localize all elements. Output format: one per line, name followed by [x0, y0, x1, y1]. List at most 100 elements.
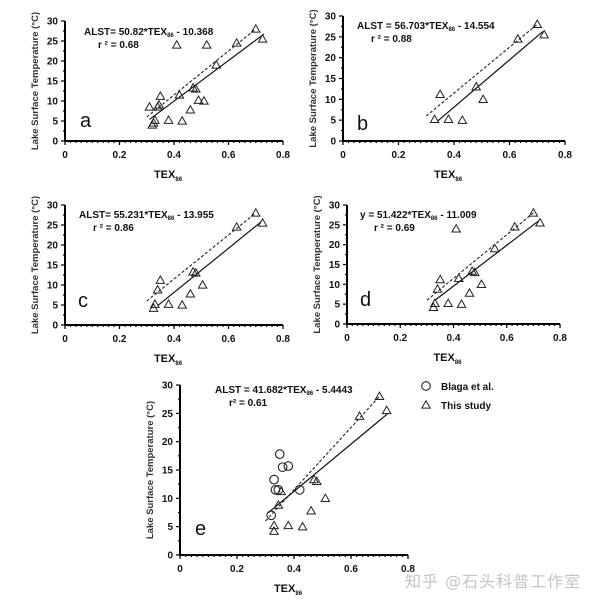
- regression-equation: ALST = 41.682*TEX86 - 5.4443: [215, 385, 353, 397]
- y-tick-label: 15: [329, 260, 341, 271]
- triangle-marker: [311, 476, 322, 485]
- chart-panel-a: 0 5 10 15 20 25 30 0 0.2 0.4 0.6 0.8 TEX86 Lake Surfa…: [30, 12, 290, 183]
- y-tick-label: 20: [47, 57, 59, 68]
- triangle-marker: [297, 521, 308, 531]
- triangle-marker: [471, 81, 482, 91]
- triangle-marker: [198, 95, 210, 105]
- x-tick-label: 0.8: [276, 334, 290, 345]
- panel-letter-b: b: [357, 113, 368, 135]
- x-tick-label: 0.6: [500, 333, 514, 344]
- triangle-marker: [509, 221, 520, 231]
- triangle-marker: [306, 505, 317, 515]
- legend-label-blaga: Blaga et al.: [441, 382, 494, 393]
- y-tick-label: 30: [47, 201, 59, 212]
- y-tick-label: 20: [329, 240, 341, 251]
- triangle-marker: [193, 94, 204, 104]
- y-tick-label: 15: [325, 74, 337, 85]
- triangle-marker: [231, 221, 242, 231]
- triangle-marker: [457, 114, 468, 124]
- triangle-marker: [435, 89, 446, 98]
- reference-line-dashed: [146, 212, 257, 302]
- reference-line-dashed: [426, 212, 534, 301]
- triangle-marker: [528, 207, 539, 217]
- triangle-marker: [171, 39, 182, 49]
- x-axis-label: TEX86: [433, 352, 462, 366]
- x-tick-label: 0.8: [553, 333, 567, 344]
- triangle-marker: [420, 399, 432, 409]
- triangle-marker: [268, 525, 280, 535]
- x-tick-label: 0.8: [558, 150, 572, 161]
- y-tick-label: 5: [167, 522, 173, 533]
- regression-line: [157, 221, 262, 307]
- y-tick-label: 30: [325, 12, 337, 23]
- triangle-marker: [201, 39, 212, 49]
- y-tick-label: 10: [47, 97, 59, 108]
- y-tick-label: 5: [330, 116, 336, 127]
- panel-letter-c: c: [78, 290, 88, 312]
- triangle-marker: [453, 273, 464, 283]
- x-tick-label: 0.2: [230, 564, 244, 575]
- x-tick-label: 0.6: [222, 150, 236, 161]
- triangle-marker: [211, 59, 222, 69]
- circle-marker: [294, 484, 305, 495]
- reference-line-dashed: [425, 23, 538, 117]
- triangle-marker: [250, 207, 261, 217]
- regression-line: [267, 412, 389, 514]
- triangle-marker: [443, 114, 454, 123]
- triangle-marker: [320, 493, 331, 502]
- triangle-marker: [188, 266, 199, 276]
- y-tick-label: 0: [52, 137, 58, 148]
- triangle-marker: [432, 283, 443, 293]
- y-tick-label: 30: [329, 201, 341, 212]
- x-tick-label: 0: [62, 334, 68, 345]
- triangle-marker: [257, 217, 268, 227]
- triangle-marker: [456, 298, 467, 308]
- reference-line-dashed: [265, 395, 380, 522]
- triangle-marker: [155, 274, 166, 284]
- y-tick-label: 30: [47, 17, 59, 28]
- y-tick-label: 0: [330, 137, 336, 148]
- y-axis-label: Lake Surface Temperature (°C): [312, 195, 323, 333]
- x-tick-label: 0.4: [447, 333, 461, 344]
- regression-line: [436, 31, 544, 122]
- x-tick-label: 0.8: [401, 564, 415, 575]
- y-tick-label: 30: [162, 381, 174, 392]
- y-tick-label: 20: [162, 437, 174, 448]
- triangle-marker: [464, 287, 475, 297]
- y-axis-label: Lake Surface Temperature (°C): [30, 196, 41, 334]
- triangle-marker: [177, 115, 188, 125]
- triangle-marker: [231, 37, 242, 47]
- triangle-marker: [435, 274, 446, 284]
- chart-panel-d: 0 5 10 15 20 25 30 0 0.2 0.4 0.6 0.8 TEX86 Lake Surfa…: [312, 195, 567, 366]
- y-tick-label: 5: [334, 300, 340, 311]
- r-squared-label: r ² = 0.69: [374, 223, 415, 234]
- triangle-marker: [185, 104, 196, 114]
- triangle-marker: [489, 243, 500, 253]
- triangle-marker: [539, 29, 550, 39]
- triangle-marker: [152, 284, 163, 294]
- triangle-marker: [451, 223, 462, 233]
- y-tick-label: 25: [162, 409, 174, 420]
- triangle-marker: [283, 520, 294, 530]
- y-tick-label: 25: [47, 37, 59, 48]
- x-tick-label: 0.6: [222, 334, 236, 345]
- y-tick-label: 10: [329, 280, 341, 291]
- x-tick-label: 0: [340, 150, 346, 161]
- chart-panel-b: 0 5 10 15 20 25 30 0 0.2 0.4 0.6 0.8 TEX86 Lake Surfa…: [308, 9, 572, 183]
- x-tick-label: 0.8: [276, 150, 290, 161]
- x-tick-label: 0.6: [344, 564, 358, 575]
- x-tick-label: 0.4: [167, 150, 181, 161]
- y-tick-label: 15: [162, 466, 174, 477]
- y-tick-label: 0: [334, 320, 340, 331]
- y-tick-label: 5: [52, 301, 58, 312]
- triangle-marker: [185, 288, 196, 298]
- x-tick-label: 0.4: [447, 150, 461, 161]
- circle-marker: [283, 461, 294, 471]
- y-tick-label: 15: [47, 77, 59, 88]
- triangle-marker: [476, 279, 487, 288]
- triangle-marker: [153, 99, 165, 109]
- legend-label-this-study: This study: [441, 401, 491, 412]
- triangle-marker: [188, 82, 199, 92]
- watermark: 知乎 @石头科普工作室: [405, 572, 582, 591]
